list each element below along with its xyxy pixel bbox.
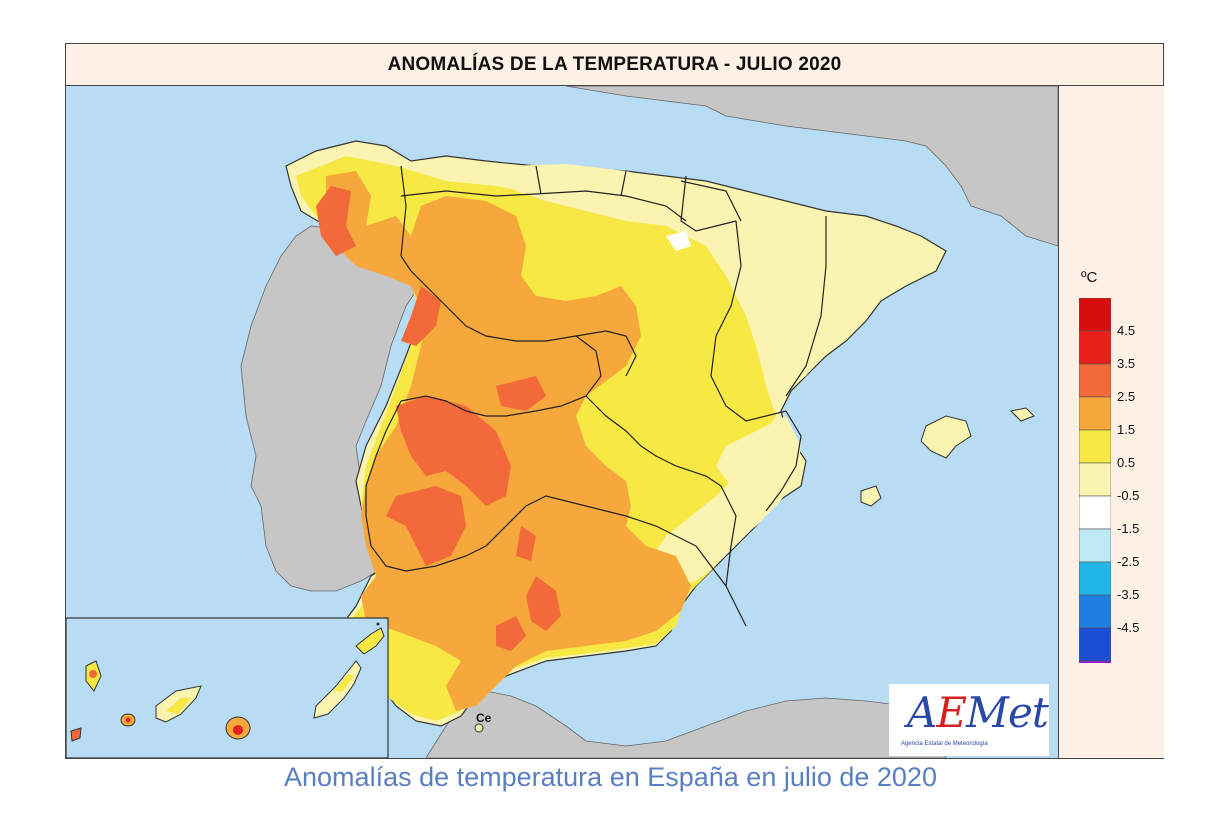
legend-tick-label: 2.5 xyxy=(1117,389,1136,404)
legend-swatch xyxy=(1079,627,1111,662)
portugal-landmass xyxy=(240,225,427,592)
balearic-menorca xyxy=(1009,407,1035,422)
legend-swatch xyxy=(1079,396,1111,431)
region-borders xyxy=(365,165,827,627)
canary-islands-inset xyxy=(66,617,389,758)
legend-swatch xyxy=(1079,660,1111,663)
canary-la-palma-hot xyxy=(89,670,97,678)
legend-swatch xyxy=(1079,495,1111,530)
france-landmass xyxy=(565,86,1058,247)
anomaly-zone-neutral xyxy=(666,231,691,251)
legend-swatch xyxy=(1079,462,1111,497)
legend-tick-label: -0.5 xyxy=(1117,488,1140,503)
legend-swatch xyxy=(1079,561,1111,596)
legend-tick-label: -4.5 xyxy=(1117,620,1140,635)
aemet-logo-subtitle: Agencia Estatal de Meteorología xyxy=(901,741,988,747)
legend-tick-label: 1.5 xyxy=(1117,422,1136,437)
ceuta-marker xyxy=(474,723,484,733)
ceuta-label: Ce xyxy=(476,711,492,725)
legend-tick-label: -2.5 xyxy=(1117,554,1140,569)
legend-panel: ºC 4.5 3.5 2.5 1.5 0.5 -0.5 -1.5 -2.5 -3.5 -4.5 xyxy=(1058,86,1164,758)
legend-colorbar xyxy=(1079,298,1111,663)
legend-swatch xyxy=(1079,594,1111,629)
legend-swatch xyxy=(1079,363,1111,398)
legend-tick-label: 3.5 xyxy=(1117,356,1136,371)
temperature-anomaly-map: Ce Ml xyxy=(66,86,1058,758)
legend-swatch xyxy=(1079,298,1111,332)
anomaly-zone-3-5 xyxy=(316,186,561,651)
anomaly-zone-0-5-north xyxy=(506,164,706,226)
legend-swatch xyxy=(1079,528,1111,563)
legend-unit-label: ºC xyxy=(1081,269,1098,286)
legend-swatch xyxy=(1079,429,1111,464)
anomaly-zone-0-5-east xyxy=(706,416,801,556)
legend-tick-label: -1.5 xyxy=(1117,521,1140,536)
aemet-logo-wordmark: AEMet xyxy=(907,688,1049,737)
anomaly-zone-0-5-northeast xyxy=(686,216,886,386)
legend-swatch xyxy=(1079,330,1111,365)
legend-tick-label: 4.5 xyxy=(1117,323,1136,338)
legend-tick-label: -3.5 xyxy=(1117,587,1140,602)
anomaly-zone-2-5 xyxy=(326,171,691,711)
map-title: ANOMALÍAS DE LA TEMPERATURA - JULIO 2020 xyxy=(66,44,1163,86)
balearic-ibiza xyxy=(860,485,882,507)
aemet-logo: AEMet Agencia Estatal de Meteorología xyxy=(889,684,1049,756)
legend-tick-label: 0.5 xyxy=(1117,455,1136,470)
figure-caption: Anomalías de temperatura en España en ju… xyxy=(284,762,937,792)
balearic-mallorca xyxy=(920,415,972,459)
map-frame: ANOMALÍAS DE LA TEMPERATURA - JULIO 2020 xyxy=(65,43,1164,759)
canary-lanzarote xyxy=(355,627,385,655)
canary-el-hierro xyxy=(70,727,82,742)
